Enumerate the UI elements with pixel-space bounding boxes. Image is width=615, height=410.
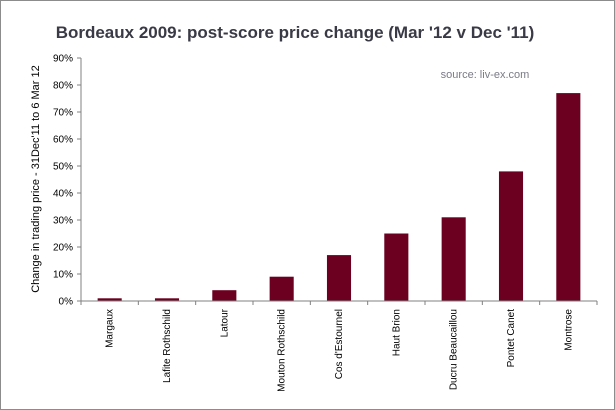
y-axis-label: Change in trading price - 31Dec'11 to 6 … bbox=[30, 65, 42, 293]
y-tick-label: 30% bbox=[53, 216, 73, 227]
x-tick-label: Latour bbox=[219, 308, 230, 337]
x-tick-label: Lafite Rothschild bbox=[162, 309, 173, 383]
x-tick-label: Montrose bbox=[563, 309, 574, 351]
x-tick-label: Mouton Rothschild bbox=[277, 309, 288, 392]
y-tick-label: 40% bbox=[53, 189, 73, 200]
bars bbox=[97, 93, 581, 301]
bar bbox=[556, 93, 581, 301]
y-tick-label: 50% bbox=[53, 162, 73, 173]
bar bbox=[498, 171, 524, 301]
source-note: source: liv-ex.com bbox=[441, 69, 530, 81]
chart-title: Bordeaux 2009: post-score price change (… bbox=[56, 23, 535, 42]
y-tick-label: 10% bbox=[53, 270, 73, 281]
bar bbox=[212, 290, 237, 301]
bar bbox=[97, 298, 122, 301]
x-tick-label: Cos d'Estournel bbox=[334, 309, 345, 379]
x-tick-label: Pontet Canet bbox=[506, 309, 517, 368]
y-tick-label: 20% bbox=[53, 243, 73, 254]
x-tick-label: Ducru Beaucaillou bbox=[449, 309, 460, 390]
x-tick-label: Haut Brion bbox=[391, 309, 402, 356]
y-tick-label: 90% bbox=[53, 54, 73, 65]
axes bbox=[77, 57, 598, 305]
y-tick-label: 70% bbox=[53, 108, 73, 119]
y-tick-label: 60% bbox=[53, 135, 73, 146]
bar bbox=[384, 233, 409, 301]
y-tick-label: 0% bbox=[59, 297, 74, 308]
bar bbox=[154, 298, 180, 301]
y-tick-labels: 0% 10% 20% 30% 40% 50% 60% 70% 80% 90% bbox=[53, 54, 73, 308]
bar bbox=[441, 217, 466, 301]
bar bbox=[326, 255, 352, 301]
x-tick-labels: Margaux Lafite Rothschild Latour Mouton Rot… bbox=[105, 308, 575, 391]
bar bbox=[269, 276, 294, 301]
x-tick-label: Margaux bbox=[105, 309, 116, 348]
y-tick-label: 80% bbox=[53, 81, 73, 92]
